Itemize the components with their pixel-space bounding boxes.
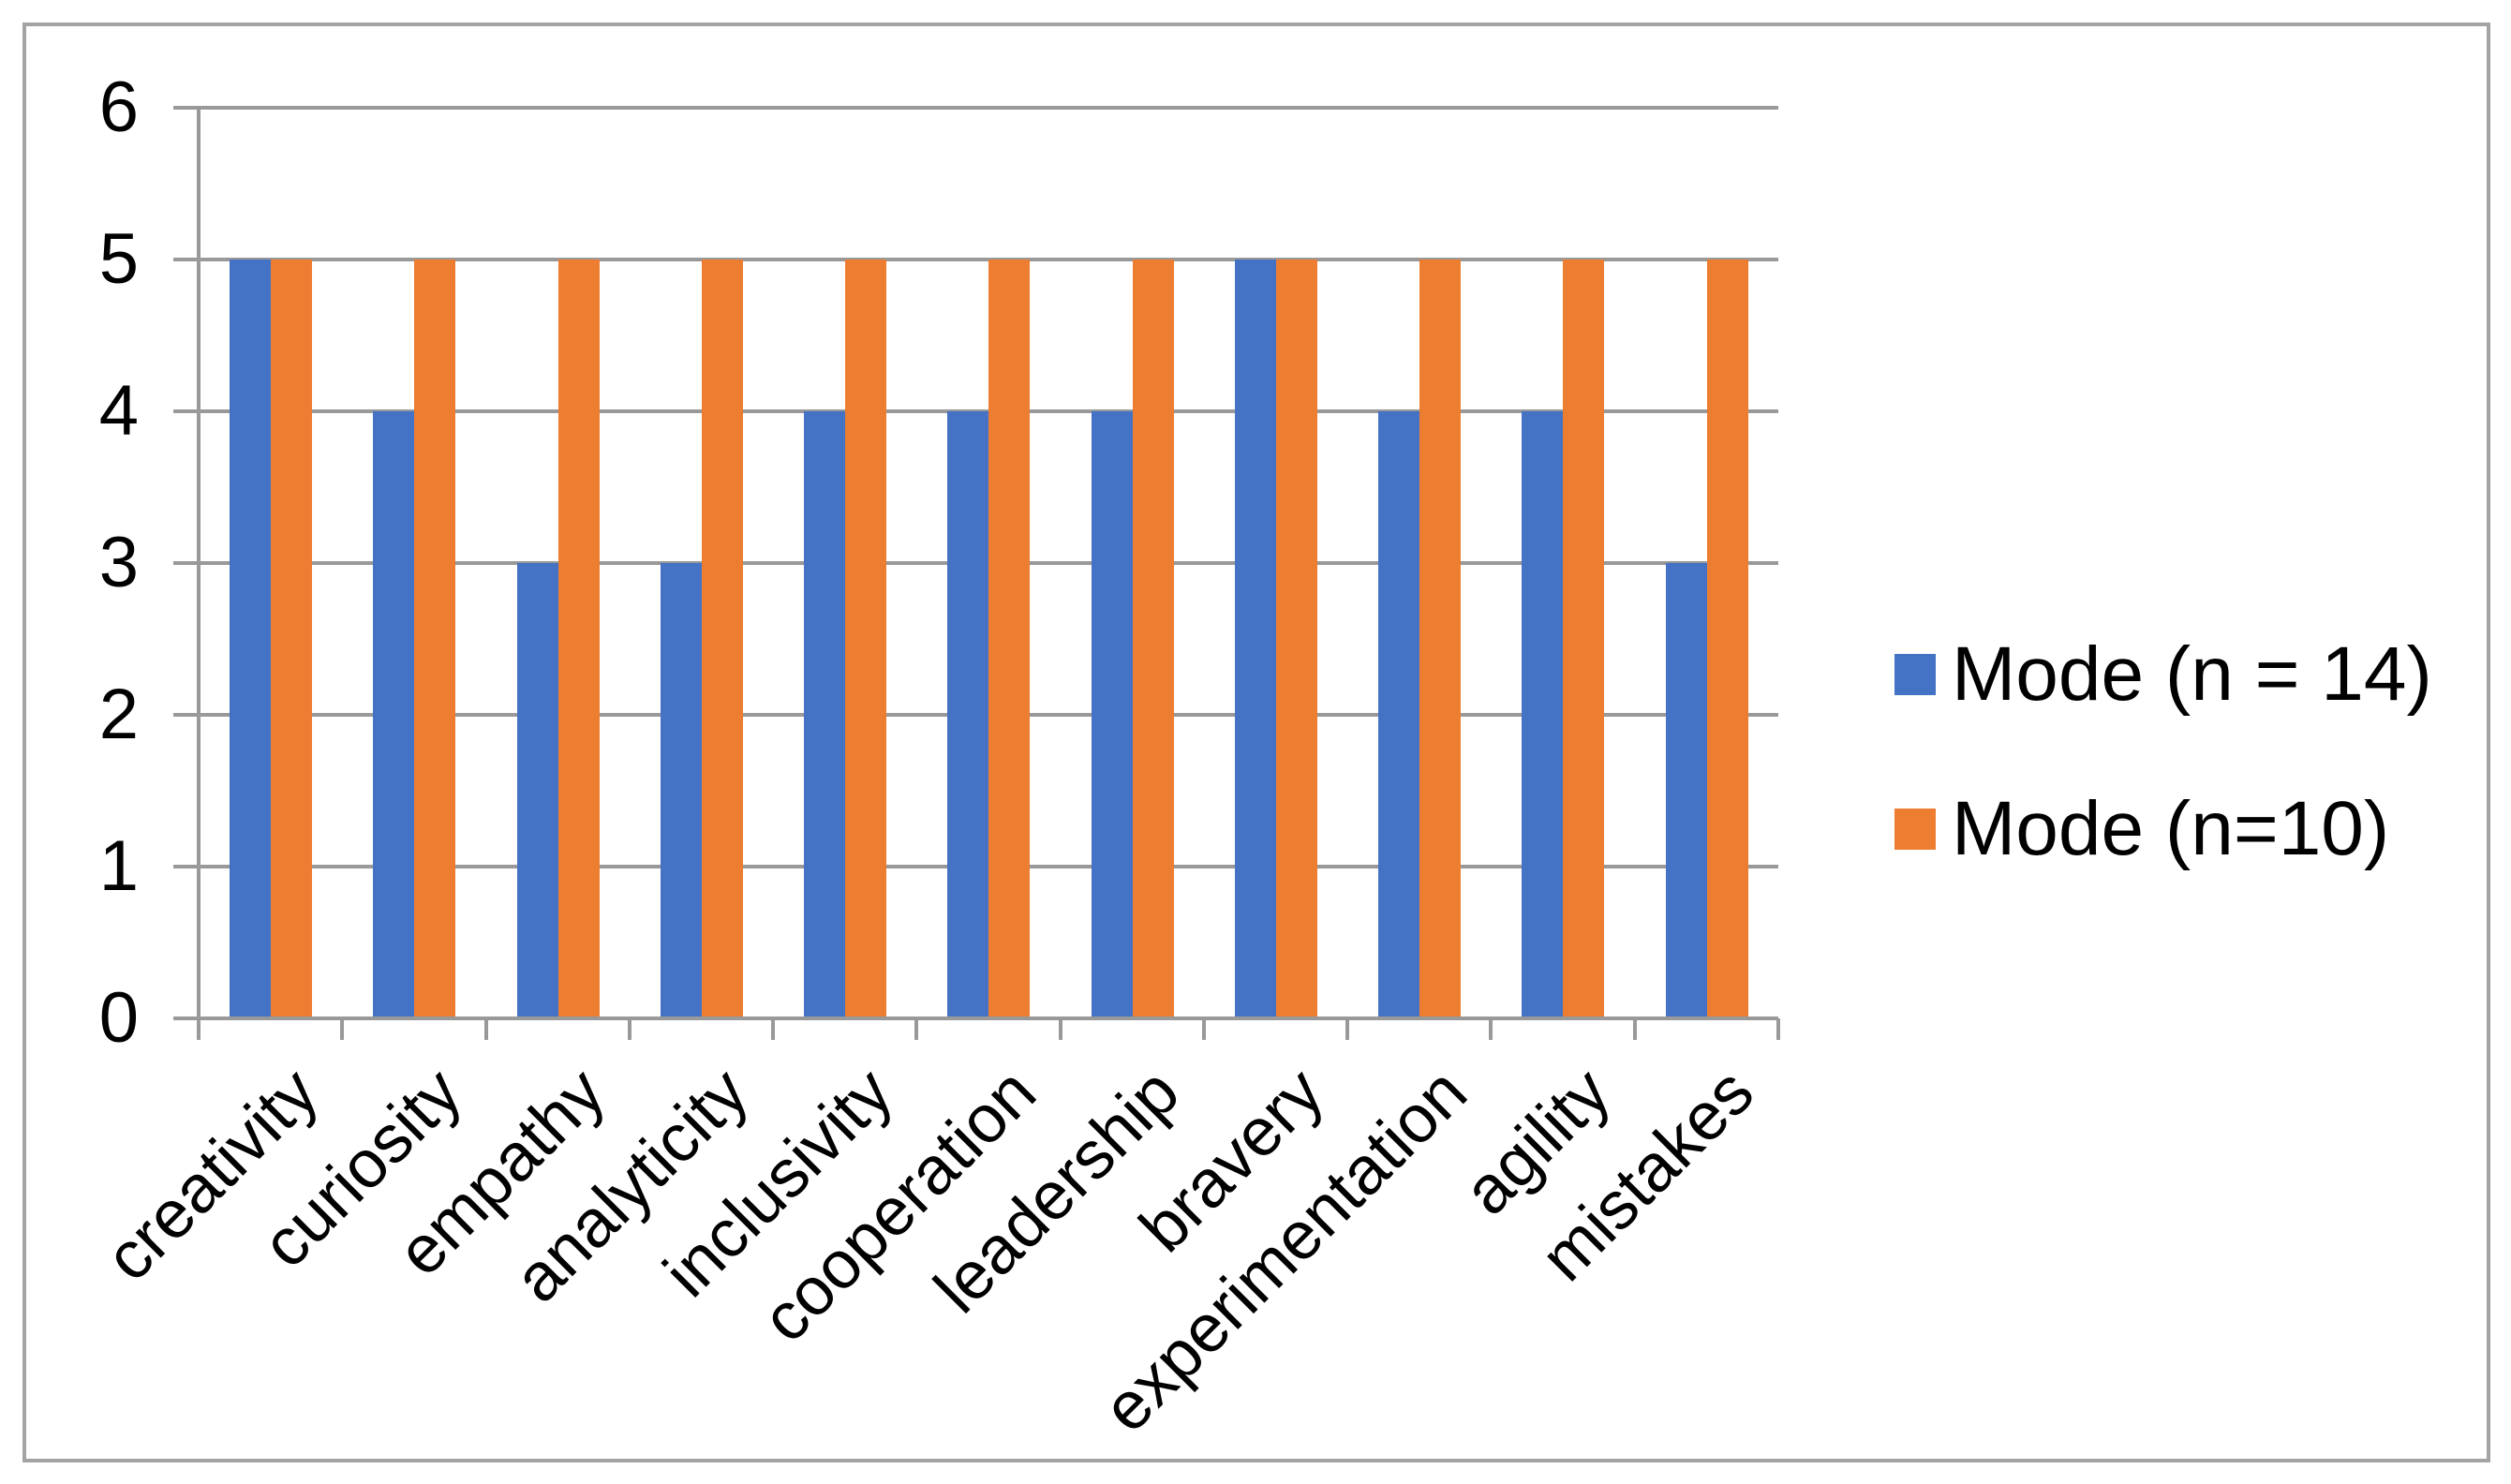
x-axis-tick [1489, 1018, 1493, 1040]
x-axis-tick [340, 1018, 345, 1040]
bar-empathy-series0 [516, 563, 558, 1017]
legend-item-mode-n14: Mode (n = 14) [1894, 630, 2432, 720]
x-axis-tick [1776, 1018, 1780, 1040]
legend-swatch-orange [1894, 809, 1936, 850]
x-axis-tick [1058, 1018, 1062, 1040]
bar-curiosity-series0 [373, 411, 415, 1017]
bar-creativity-series0 [230, 260, 271, 1017]
bar-curiosity-series1 [414, 260, 456, 1017]
y-axis-tick-label: 4 [98, 371, 139, 451]
x-axis-tick [483, 1018, 488, 1040]
y-axis-tick-label: 2 [98, 675, 139, 754]
x-axis-tick [771, 1018, 776, 1040]
legend-label: Mode (n = 14) [1952, 631, 2432, 717]
bar-leadership-series0 [1091, 411, 1133, 1017]
gridline [173, 106, 1778, 110]
gridline [173, 1017, 1778, 1020]
bar-mistakes-series0 [1665, 563, 1707, 1017]
bar-experimentation-series1 [1419, 260, 1462, 1017]
y-axis-tick-label: 3 [98, 523, 139, 602]
bar-agility-series1 [1563, 260, 1605, 1017]
gridline [173, 258, 1778, 261]
bar-cooperation-series0 [947, 411, 989, 1017]
y-axis-tick-label: 6 [98, 67, 139, 147]
legend-label: Mode (n=10) [1952, 786, 2390, 871]
bar-experimentation-series0 [1378, 411, 1420, 1017]
legend-swatch-blue [1894, 654, 1936, 695]
bar-analyticity-series0 [660, 563, 702, 1017]
bar-inclusivity-series0 [804, 411, 846, 1017]
bar-bravery-series1 [1275, 260, 1317, 1017]
bar-creativity-series1 [271, 260, 312, 1017]
bar-analyticity-series1 [701, 260, 743, 1017]
x-axis-tick [914, 1018, 919, 1040]
x-axis-tick [1201, 1018, 1206, 1040]
x-axis-tick [1345, 1018, 1350, 1040]
y-axis-line [197, 108, 201, 1040]
y-axis-tick-label: 1 [98, 826, 139, 906]
bar-cooperation-series1 [988, 260, 1031, 1017]
x-axis-tick [627, 1018, 631, 1040]
x-axis-tick [197, 1018, 201, 1040]
bar-bravery-series0 [1234, 260, 1276, 1017]
bar-mistakes-series1 [1706, 260, 1748, 1017]
legend-item-mode-n10: Mode (n=10) [1894, 784, 2389, 874]
y-axis-tick-label: 5 [98, 219, 139, 299]
bar-empathy-series1 [557, 260, 600, 1017]
x-axis-tick [1632, 1018, 1637, 1040]
bar-leadership-series1 [1132, 260, 1174, 1017]
bar-agility-series0 [1522, 411, 1564, 1017]
bar-inclusivity-series1 [845, 260, 887, 1017]
y-axis-tick-label: 0 [98, 978, 139, 1058]
